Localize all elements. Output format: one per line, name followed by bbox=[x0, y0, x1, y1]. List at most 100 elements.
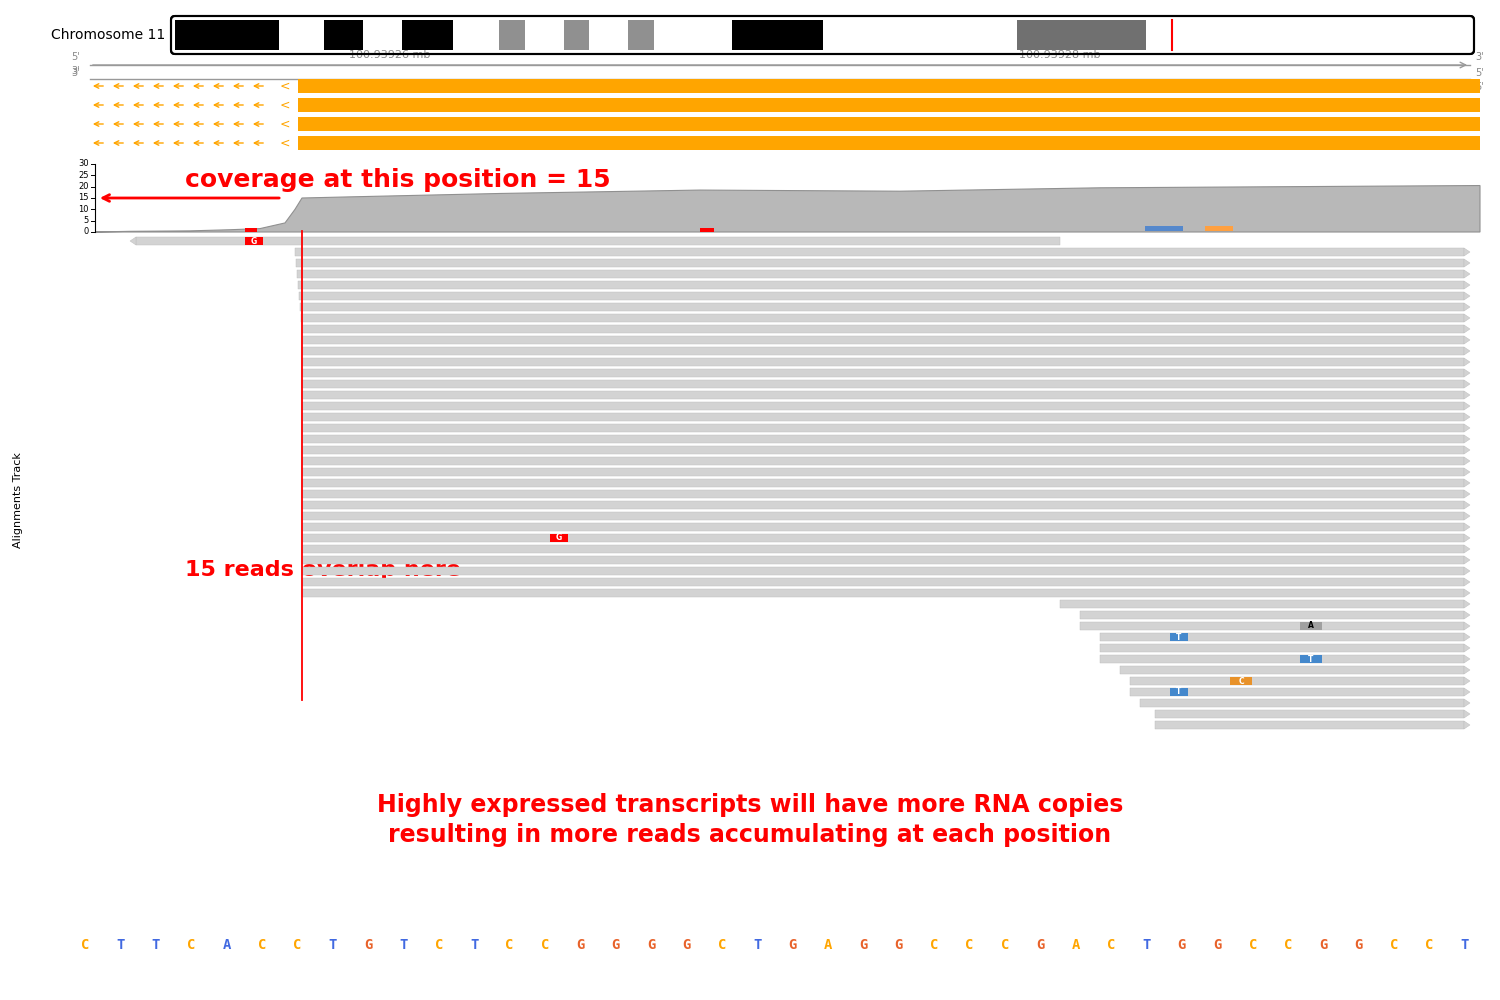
Bar bbox=[302, 567, 1464, 575]
Bar bbox=[822, 20, 1017, 50]
Text: C: C bbox=[1390, 938, 1398, 952]
Text: C: C bbox=[930, 938, 939, 952]
Text: G: G bbox=[556, 534, 562, 542]
Bar bbox=[302, 336, 1464, 344]
Text: 15: 15 bbox=[78, 194, 88, 202]
Bar bbox=[1170, 633, 1188, 641]
Polygon shape bbox=[1464, 369, 1470, 377]
Text: 15 reads overlap here: 15 reads overlap here bbox=[184, 560, 460, 580]
Bar bbox=[300, 303, 1464, 311]
Bar bbox=[1060, 600, 1464, 608]
Polygon shape bbox=[1464, 567, 1470, 575]
Bar bbox=[298, 136, 1480, 150]
Text: A: A bbox=[824, 938, 833, 952]
Polygon shape bbox=[1464, 688, 1470, 696]
Text: C: C bbox=[1107, 938, 1116, 952]
Text: 3': 3' bbox=[72, 68, 80, 78]
Polygon shape bbox=[1464, 457, 1470, 465]
Bar bbox=[363, 20, 402, 50]
Bar bbox=[324, 20, 363, 50]
Bar bbox=[302, 314, 1464, 322]
Bar bbox=[136, 237, 1060, 245]
Text: C: C bbox=[1284, 938, 1293, 952]
Text: Chromosome 11: Chromosome 11 bbox=[51, 28, 165, 42]
Bar bbox=[302, 501, 1464, 509]
Bar bbox=[1170, 688, 1188, 696]
Bar bbox=[302, 369, 1464, 377]
Text: <: < bbox=[279, 136, 291, 149]
Bar bbox=[297, 270, 1464, 278]
Polygon shape bbox=[1464, 281, 1470, 289]
Text: 10: 10 bbox=[78, 205, 88, 214]
Polygon shape bbox=[1464, 490, 1470, 498]
Bar bbox=[302, 468, 1464, 476]
Polygon shape bbox=[1464, 259, 1470, 267]
Bar bbox=[302, 391, 1464, 399]
Polygon shape bbox=[1464, 325, 1470, 333]
Bar bbox=[1130, 688, 1464, 696]
Bar bbox=[298, 117, 1480, 131]
Bar bbox=[628, 20, 654, 50]
Bar bbox=[1146, 20, 1470, 50]
Text: C: C bbox=[506, 938, 515, 952]
Polygon shape bbox=[1464, 380, 1470, 388]
Text: C: C bbox=[1000, 938, 1010, 952]
Bar bbox=[302, 479, 1464, 487]
Bar bbox=[1100, 633, 1464, 641]
Bar bbox=[302, 380, 1464, 388]
Bar bbox=[302, 347, 1464, 355]
Polygon shape bbox=[1464, 589, 1470, 597]
Bar bbox=[1140, 699, 1464, 707]
Bar bbox=[1144, 226, 1184, 231]
Text: T: T bbox=[1176, 633, 1182, 642]
Polygon shape bbox=[1464, 633, 1470, 641]
Bar bbox=[1100, 644, 1464, 652]
Bar bbox=[302, 490, 1464, 498]
Text: 100.93926 mb: 100.93926 mb bbox=[350, 50, 430, 60]
Bar bbox=[654, 20, 732, 50]
Bar bbox=[302, 523, 1464, 531]
Bar bbox=[302, 589, 1464, 597]
Text: T: T bbox=[1308, 654, 1314, 664]
Bar bbox=[279, 20, 324, 50]
Bar bbox=[296, 248, 1464, 256]
Text: C: C bbox=[966, 938, 974, 952]
Text: G: G bbox=[646, 938, 656, 952]
Bar bbox=[1155, 710, 1464, 718]
Polygon shape bbox=[1464, 468, 1470, 476]
Polygon shape bbox=[1464, 435, 1470, 443]
Bar bbox=[302, 435, 1464, 443]
Bar bbox=[402, 20, 453, 50]
Bar bbox=[302, 545, 1464, 553]
Bar bbox=[176, 20, 279, 50]
Bar bbox=[700, 228, 714, 232]
Text: T: T bbox=[1461, 938, 1468, 952]
Text: G: G bbox=[1178, 938, 1186, 952]
Bar bbox=[550, 534, 568, 542]
Bar bbox=[302, 413, 1464, 421]
Polygon shape bbox=[1464, 677, 1470, 685]
Polygon shape bbox=[1464, 655, 1470, 663]
Text: G: G bbox=[1214, 938, 1221, 952]
Text: G: G bbox=[612, 938, 620, 952]
Polygon shape bbox=[1464, 556, 1470, 564]
Polygon shape bbox=[1464, 358, 1470, 366]
Text: 20: 20 bbox=[78, 182, 88, 191]
Polygon shape bbox=[1464, 424, 1470, 432]
Bar bbox=[590, 20, 628, 50]
Text: T: T bbox=[1143, 938, 1150, 952]
Text: T: T bbox=[116, 938, 124, 952]
Polygon shape bbox=[1464, 534, 1470, 542]
Polygon shape bbox=[1464, 545, 1470, 553]
Polygon shape bbox=[1464, 413, 1470, 421]
Text: C: C bbox=[81, 938, 88, 952]
Polygon shape bbox=[1464, 721, 1470, 729]
Text: C: C bbox=[1425, 938, 1434, 952]
Bar bbox=[298, 98, 1480, 112]
Bar bbox=[564, 20, 590, 50]
Text: G: G bbox=[251, 236, 257, 245]
Bar bbox=[298, 281, 1464, 289]
Bar bbox=[732, 20, 822, 50]
Bar bbox=[453, 20, 498, 50]
Text: A: A bbox=[1071, 938, 1080, 952]
